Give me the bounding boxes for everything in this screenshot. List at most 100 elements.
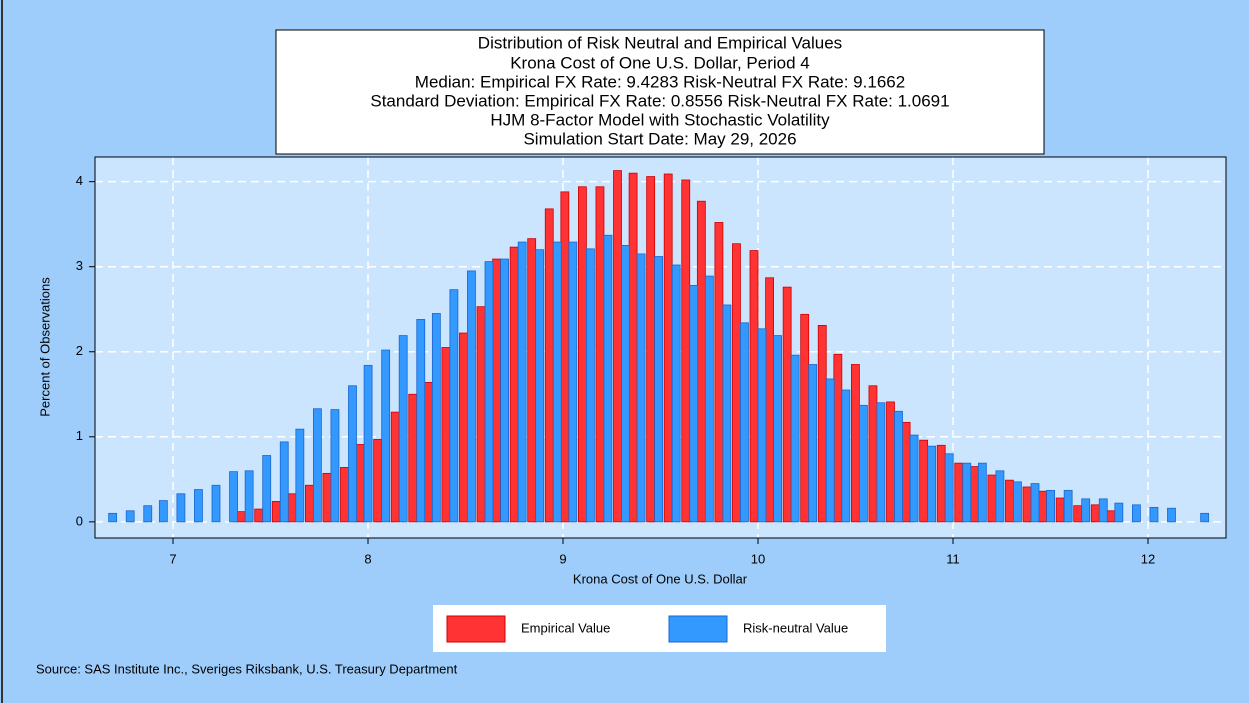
x-axis-label: Krona Cost of One U.S. Dollar xyxy=(573,571,748,586)
bar xyxy=(808,364,818,523)
subtitle: Standard Deviation: Empirical FX Rate: 0… xyxy=(370,91,949,110)
bar xyxy=(732,243,741,523)
x-tick-label: 8 xyxy=(364,551,371,566)
bar xyxy=(484,261,494,523)
bar xyxy=(671,264,681,523)
bar xyxy=(586,248,595,523)
bar xyxy=(722,304,732,523)
y-tick-label: 3 xyxy=(76,258,83,273)
bar xyxy=(322,472,332,523)
bar xyxy=(927,445,937,523)
bar xyxy=(330,409,340,523)
bar xyxy=(1132,504,1141,523)
bar xyxy=(449,289,459,523)
bar xyxy=(500,258,510,523)
bar xyxy=(158,500,168,523)
bar xyxy=(348,385,357,523)
bar xyxy=(681,179,691,523)
bar xyxy=(595,186,605,523)
bar xyxy=(287,493,297,523)
bar xyxy=(431,313,441,523)
bar xyxy=(757,328,767,523)
x-tick-label: 7 xyxy=(169,551,176,566)
bar xyxy=(467,270,476,523)
x-tick-label: 11 xyxy=(946,551,960,566)
bar xyxy=(987,474,997,523)
bar xyxy=(416,319,426,523)
bar xyxy=(441,347,451,523)
bar xyxy=(944,453,954,523)
y-tick-label: 4 xyxy=(76,173,83,188)
bar xyxy=(1073,505,1083,523)
bar xyxy=(1149,506,1159,523)
subtitle: Simulation Start Date: May 29, 2026 xyxy=(523,129,796,148)
bar xyxy=(868,385,878,523)
bar xyxy=(995,470,1005,523)
bar xyxy=(423,381,433,523)
bar xyxy=(340,467,349,523)
bar xyxy=(544,208,554,523)
chart-title: Distribution of Risk Neutral and Empiric… xyxy=(478,33,842,52)
subtitle: Median: Empirical FX Rate: 9.4283 Risk-N… xyxy=(415,72,905,91)
bar xyxy=(1038,490,1047,523)
bar xyxy=(517,241,527,523)
bar xyxy=(663,173,673,523)
subtitle: HJM 8-Factor Model with Stochastic Volat… xyxy=(490,110,830,129)
legend-swatch xyxy=(668,615,728,643)
bar xyxy=(381,349,391,523)
bar xyxy=(936,444,946,523)
subtitle: Krona Cost of One U.S. Dollar, Period 4 xyxy=(510,53,810,72)
bar xyxy=(765,277,774,523)
plot-border xyxy=(94,156,1227,539)
bar xyxy=(254,508,264,523)
bar xyxy=(279,441,289,523)
bar xyxy=(825,378,835,523)
bar xyxy=(304,484,314,523)
bar xyxy=(560,191,570,523)
bar xyxy=(143,505,153,523)
bar xyxy=(894,410,903,523)
legend-label: Risk-neutral Value xyxy=(743,620,848,635)
bar xyxy=(704,275,714,523)
bar xyxy=(1200,512,1210,523)
bar xyxy=(271,501,281,523)
bar xyxy=(229,471,238,523)
bar xyxy=(603,234,613,523)
x-tick-label: 9 xyxy=(559,551,566,566)
bar xyxy=(236,511,246,523)
bar xyxy=(1106,510,1116,523)
bar xyxy=(176,493,186,523)
bar xyxy=(578,186,587,523)
bar xyxy=(977,462,987,523)
bar xyxy=(552,241,562,523)
legend xyxy=(433,605,886,652)
bar xyxy=(740,322,749,523)
bar xyxy=(244,470,254,523)
bar xyxy=(628,172,638,523)
bar xyxy=(901,421,911,523)
bar xyxy=(262,455,272,523)
bar xyxy=(613,170,622,523)
bar xyxy=(714,222,724,523)
y-tick-label: 0 xyxy=(76,513,83,528)
bar xyxy=(696,200,706,523)
bar xyxy=(851,364,860,523)
source: Source: SAS Institute Inc., Sveriges Rik… xyxy=(36,661,458,676)
bar xyxy=(646,176,656,523)
y-tick-label: 1 xyxy=(76,428,83,443)
bar xyxy=(1063,489,1073,523)
bar xyxy=(969,466,979,523)
bar xyxy=(886,401,895,523)
x-tick-label: 10 xyxy=(751,551,765,566)
bar xyxy=(833,353,843,523)
title-box xyxy=(275,29,1045,155)
bar xyxy=(295,428,305,523)
bar xyxy=(1055,497,1065,523)
bar xyxy=(355,444,365,523)
bar xyxy=(492,258,502,523)
bar xyxy=(408,393,418,523)
bar xyxy=(782,286,792,523)
bar xyxy=(1005,479,1014,523)
legend-swatch xyxy=(446,615,506,643)
bar xyxy=(817,324,827,523)
